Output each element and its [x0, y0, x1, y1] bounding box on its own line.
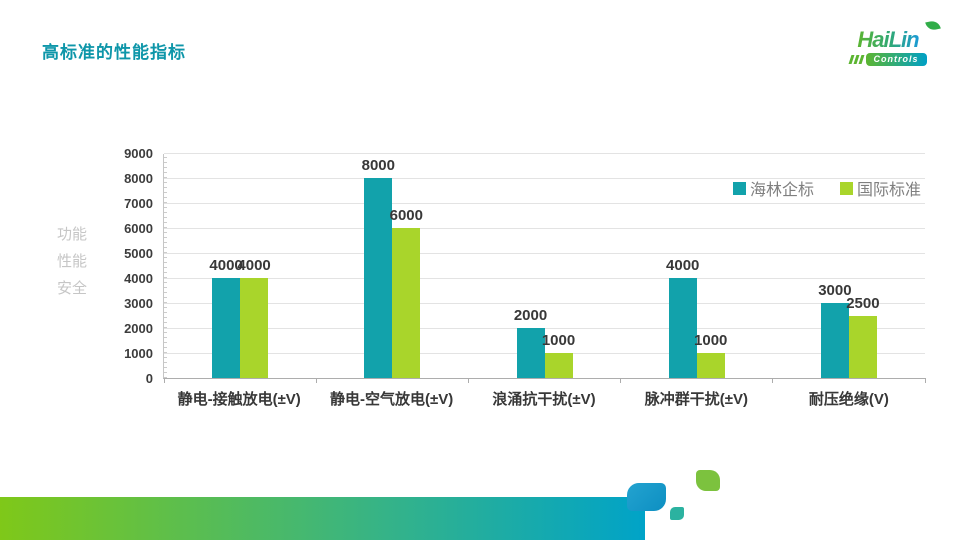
- gridline: [164, 278, 925, 279]
- logo-controls-badge: Controls: [865, 53, 927, 66]
- y-tick-label: 6000: [124, 221, 153, 236]
- bar: 4000: [666, 257, 699, 378]
- bar-group: 3000 2500: [773, 154, 925, 378]
- y-tick-label: 7000: [124, 196, 153, 211]
- side-label-performance: 性能: [57, 253, 88, 270]
- bar: 4000: [237, 257, 271, 378]
- category-label: 脉冲群干扰(±V): [644, 391, 749, 408]
- y-tick-label: 1000: [124, 346, 153, 361]
- gridline: [164, 303, 925, 304]
- page-title: 高标准的性能指标: [42, 43, 186, 62]
- bar: 1000: [542, 332, 575, 378]
- x-axis-ticks: [163, 378, 926, 383]
- legend-item: 国际标准: [839, 176, 921, 200]
- category-label: 浪涌抗干扰(±V): [492, 391, 596, 408]
- category-label: 静电-空气放电(±V): [329, 391, 454, 408]
- legend-item: 海林企标: [732, 176, 814, 200]
- bar-group: 8000 6000: [316, 154, 468, 378]
- category-labels: 静电-接触放电(±V) 静电-空气放电(±V) 浪涌抗干扰(±V) 脉冲群干扰(±V)…: [163, 388, 925, 409]
- y-tick-label: 9000: [124, 146, 153, 161]
- bar-value-label: 2500: [846, 294, 880, 312]
- y-tick-label: 3000: [124, 296, 153, 311]
- bar-value-label: 2000: [513, 307, 548, 324]
- category-label: 静电-接触放电(±V): [177, 391, 301, 408]
- bar-value-label: 4000: [209, 257, 243, 274]
- legend-label: 国际标准: [856, 182, 921, 199]
- hailin-logo: HaiLin Controls: [840, 19, 941, 66]
- y-axis-minor-ticks: [164, 154, 167, 378]
- logo-wordmark: HaiLin: [857, 27, 919, 52]
- bar-value-label: 4000: [237, 257, 271, 274]
- logo-leaf-icon: [925, 19, 941, 32]
- legend-swatch-icon: [839, 181, 853, 195]
- gridline: [164, 153, 925, 154]
- bar-value-label: 1000: [541, 332, 576, 349]
- bar: 8000: [362, 157, 395, 378]
- legend-swatch-icon: [732, 181, 746, 195]
- bar-groups: 4000 4000 8000 6000 2000 1000 4000 1000 3000 2500: [164, 154, 925, 378]
- logo-signal-bars-icon: [848, 55, 864, 64]
- footer-gradient-bar: [0, 497, 645, 540]
- y-tick-label: 4000: [124, 271, 153, 286]
- gridline: [164, 328, 925, 329]
- y-tick-label: 8000: [124, 171, 153, 186]
- bar: 6000: [390, 207, 423, 378]
- legend-label: 海林企标: [749, 182, 814, 199]
- y-axis-labels: 0 1000 2000 3000 4000 5000 6000 7000 8000 9000: [89, 146, 153, 386]
- y-tick-label: 0: [145, 371, 153, 386]
- side-labels: 功能 性能 安全: [57, 221, 87, 302]
- bar-value-label: 8000: [361, 157, 395, 174]
- plot-area: 0 1000 2000 3000 4000 5000 6000 7000 8000 9000 40…: [124, 146, 926, 386]
- bar-value-label: 4000: [666, 257, 700, 274]
- side-label-function: 功能: [57, 226, 88, 243]
- bar-group: 4000 1000: [621, 154, 773, 378]
- bar-value-label: 6000: [389, 207, 423, 224]
- bar-value-label: 1000: [694, 332, 728, 349]
- bar: 2000: [514, 307, 547, 378]
- gridline: [164, 253, 925, 254]
- bar: 2500: [846, 295, 880, 378]
- bar: 4000: [209, 257, 243, 378]
- y-tick-label: 5000: [124, 246, 153, 261]
- deco-leaf-green-icon: [696, 470, 720, 491]
- y-tick-label: 2000: [124, 321, 153, 336]
- gridline: [164, 178, 925, 179]
- side-label-safety: 安全: [57, 280, 88, 297]
- category-label: 耐压绝缘(V): [808, 391, 889, 408]
- gridline: [164, 228, 925, 229]
- deco-leaf-big-icon: [627, 483, 666, 511]
- legend: 海林企标 国际标准: [732, 176, 921, 200]
- bar-group: 2000 1000: [468, 154, 620, 378]
- gridline: [164, 203, 925, 204]
- bar-value-label: 3000: [818, 282, 852, 299]
- deco-leaf-small-icon: [670, 507, 684, 520]
- bar: 1000: [694, 332, 727, 378]
- bar-group: 4000 4000: [164, 154, 316, 378]
- bar: 3000: [818, 282, 852, 378]
